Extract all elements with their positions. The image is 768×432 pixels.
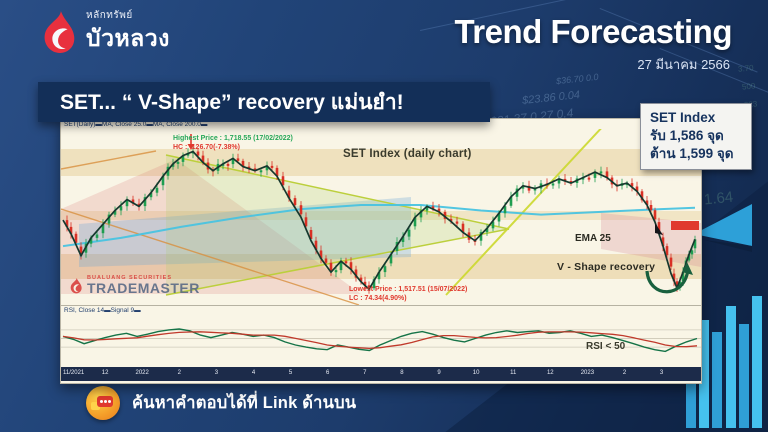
v-shape-arrow-icon [645, 268, 690, 294]
logo-subtitle: หลักทรัพย์ [86, 10, 133, 21]
watermark-line1: BUALUANG SECURITIES [87, 275, 173, 281]
slide-title-bar: SET... “ V-Shape” recovery แม่นยำ! [38, 82, 490, 122]
pane-divider [61, 305, 701, 306]
background-ticker: 500 [741, 81, 756, 92]
rsi-chart [61, 328, 701, 353]
background-ticker: 3.70 [737, 63, 755, 74]
date-label: 27 มีนาคม 2566 [637, 57, 730, 72]
info-box-title: SET Index [650, 110, 716, 125]
x-tick: 6 [326, 370, 330, 376]
x-tick: 10 [472, 370, 480, 376]
x-tick: 12 [546, 370, 554, 376]
logo-title: บัวหลวง [86, 25, 170, 51]
v-shape-arrow-icon [682, 262, 693, 275]
chat-icon-bubble [97, 396, 113, 407]
watermark-line2: TRADEMASTER [87, 280, 200, 296]
x-tick: 2022 [135, 370, 149, 376]
red-down-arrow-icon [187, 144, 195, 150]
slide-title: SET... “ V-Shape” recovery แม่นยำ! [60, 90, 404, 114]
background-ticker: $23.86 0.04 [521, 88, 581, 108]
background-ticker: $36.70 0.0 [555, 71, 599, 87]
chat-icon [86, 386, 120, 420]
flame-logo-icon [44, 10, 75, 53]
lowest-change-annotation: LC : 74.34(4.90%) [349, 295, 407, 302]
logo-text: หลักทรัพย์ บัวหลวง [86, 8, 170, 57]
x-tick: 8 [400, 370, 404, 376]
resistance-level: ต้าน 1,599 จุด [650, 146, 734, 162]
vshape-label: V - Shape recovery [557, 261, 656, 273]
footer-text: ค้นหาคำตอบได้ที่ Link ด้านบน [132, 394, 357, 412]
chat-icon-dots [100, 400, 103, 403]
chart-panel: SET(Daily)▬MA, Close 25.0▬MA, Close 200.… [60, 118, 702, 384]
x-tick: 11 [510, 370, 517, 376]
watermark-text: BUALUANG SECURITIES TRADEMASTER [87, 275, 200, 296]
trademaster-watermark: BUALUANG SECURITIES TRADEMASTER [69, 275, 200, 296]
x-tick: 4 [251, 370, 256, 376]
ema-label: EMA 25 [575, 233, 611, 244]
x-tick: 7 [363, 370, 367, 376]
x-tick: 2 [177, 370, 181, 376]
x-tick: 11/2021 [63, 370, 85, 376]
footer: ค้นหาคำตอบได้ที่ Link ด้านบน [86, 386, 356, 420]
cursor-icon [655, 223, 663, 235]
price-chart [61, 129, 701, 306]
x-axis: 11/2021 12 2022 2 3 4 5 6 7 8 9 10 11 12 2023 2 3 [61, 367, 701, 381]
x-tick: 2023 [580, 370, 595, 376]
blue-arrow-icon [694, 204, 752, 252]
price-band [61, 254, 701, 279]
rsi-threshold-label: RSI < 50 [586, 341, 626, 352]
price-band [61, 211, 701, 220]
x-tick: 12 [101, 370, 109, 376]
x-tick: 9 [437, 370, 441, 376]
program-title: Trend Forecasting [454, 13, 732, 50]
flame-watermark-icon [70, 277, 82, 293]
highest-change-annotation: HC : -126.70(-7.38%) [173, 144, 240, 151]
x-tick: 3 [659, 370, 664, 376]
chart-title: SET Index (daily chart) [343, 148, 472, 160]
lowest-price-annotation: Lowest Price : 1,517.51 (15/07/2022) [349, 286, 468, 293]
bualuang-logo: หลักทรัพย์ บัวหลวง [40, 8, 170, 57]
rsi-legend: RSI, Close 14▬Signal 9▬ [64, 307, 141, 314]
price-legend: SET(Daily)▬MA, Close 25.0▬MA, Close 200.… [64, 121, 208, 128]
x-tick: 5 [288, 370, 293, 376]
x-tick: 2 [622, 370, 627, 376]
x-tick: 3 [214, 370, 219, 376]
last-price-tag [671, 221, 699, 230]
support-level: รับ 1,586 จุด [650, 128, 724, 144]
levels-info-box: SET Index รับ 1,586 จุด ต้าน 1,599 จุด [640, 103, 752, 170]
chat-icon-bubble-small [91, 402, 100, 410]
highest-price-annotation: Highest Price : 1,718.55 (17/02/2022) [173, 135, 293, 142]
